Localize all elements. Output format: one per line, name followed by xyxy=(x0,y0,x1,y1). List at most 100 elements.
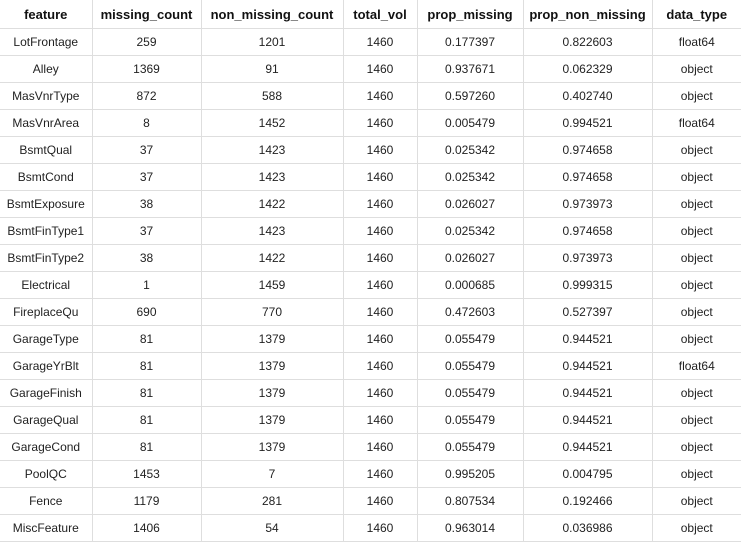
table-row: GarageQual 81 1379 1460 0.055479 0.944521 obje… xyxy=(0,406,741,434)
cell-prop-missing: 0.025342 xyxy=(416,217,524,245)
cell-prop-non-missing: 0.999315 xyxy=(522,271,653,299)
table-header: feature missing_count non_missing_count … xyxy=(0,0,741,29)
cell-total-vol: 1460 xyxy=(342,190,418,218)
cell-total-vol: 1460 xyxy=(342,460,418,488)
cell-prop-non-missing: 0.036986 xyxy=(522,514,653,542)
cell-missing-count: 259 xyxy=(91,28,202,56)
cell-prop-non-missing: 0.974658 xyxy=(522,217,653,245)
cell-missing-count: 37 xyxy=(91,217,202,245)
cell-non-missing-count: 1379 xyxy=(200,352,344,380)
table-row: BsmtCond 37 1423 1460 0.025342 0.974658 object xyxy=(0,163,741,191)
cell-prop-missing: 0.055479 xyxy=(416,379,524,407)
cell-prop-missing: 0.000685 xyxy=(416,271,524,299)
cell-non-missing-count: 1379 xyxy=(200,406,344,434)
cell-prop-non-missing: 0.994521 xyxy=(522,109,653,137)
cell-feature: BsmtExposure xyxy=(0,190,93,218)
cell-data-type: object xyxy=(651,190,741,218)
cell-prop-non-missing: 0.402740 xyxy=(522,82,653,110)
cell-non-missing-count: 1422 xyxy=(200,190,344,218)
cell-total-vol: 1460 xyxy=(342,487,418,515)
cell-total-vol: 1460 xyxy=(342,433,418,461)
cell-feature: MasVnrArea xyxy=(0,109,93,137)
table-row: GarageCond 81 1379 1460 0.055479 0.944521 obje… xyxy=(0,433,741,461)
cell-missing-count: 81 xyxy=(91,433,202,461)
cell-non-missing-count: 1379 xyxy=(200,379,344,407)
cell-data-type: object xyxy=(651,136,741,164)
cell-prop-non-missing: 0.527397 xyxy=(522,298,653,326)
column-header-missing-count: missing_count xyxy=(91,0,202,29)
cell-feature: MasVnrType xyxy=(0,82,93,110)
column-header-data-type: data_type xyxy=(651,0,741,29)
cell-total-vol: 1460 xyxy=(342,82,418,110)
cell-total-vol: 1460 xyxy=(342,109,418,137)
cell-non-missing-count: 54 xyxy=(200,514,344,542)
cell-prop-non-missing: 0.973973 xyxy=(522,190,653,218)
cell-missing-count: 37 xyxy=(91,136,202,164)
table-row: Electrical 1 1459 1460 0.000685 0.999315 objec… xyxy=(0,271,741,299)
cell-data-type: object xyxy=(651,325,741,353)
cell-prop-non-missing: 0.944521 xyxy=(522,379,653,407)
cell-data-type: float64 xyxy=(651,352,741,380)
cell-missing-count: 1369 xyxy=(91,55,202,83)
cell-prop-missing: 0.995205 xyxy=(416,460,524,488)
cell-prop-missing: 0.963014 xyxy=(416,514,524,542)
cell-feature: GarageYrBlt xyxy=(0,352,93,380)
cell-missing-count: 872 xyxy=(91,82,202,110)
cell-prop-non-missing: 0.944521 xyxy=(522,325,653,353)
cell-missing-count: 38 xyxy=(91,190,202,218)
cell-total-vol: 1460 xyxy=(342,352,418,380)
column-header-prop-non-missing: prop_non_missing xyxy=(522,0,653,29)
cell-prop-missing: 0.472603 xyxy=(416,298,524,326)
cell-prop-missing: 0.025342 xyxy=(416,136,524,164)
cell-total-vol: 1460 xyxy=(342,55,418,83)
table-row: MasVnrType 872 588 1460 0.597260 0.402740 obje… xyxy=(0,82,741,110)
cell-data-type: object xyxy=(651,217,741,245)
cell-non-missing-count: 1201 xyxy=(200,28,344,56)
cell-non-missing-count: 1379 xyxy=(200,325,344,353)
cell-data-type: object xyxy=(651,514,741,542)
cell-feature: GarageQual xyxy=(0,406,93,434)
cell-feature: Fence xyxy=(0,487,93,515)
cell-total-vol: 1460 xyxy=(342,298,418,326)
cell-feature: BsmtQual xyxy=(0,136,93,164)
cell-non-missing-count: 7 xyxy=(200,460,344,488)
cell-feature: Electrical xyxy=(0,271,93,299)
header-row: feature missing_count non_missing_count … xyxy=(0,0,741,29)
cell-non-missing-count: 91 xyxy=(200,55,344,83)
cell-data-type: object xyxy=(651,460,741,488)
table-row: BsmtFinType2 38 1422 1460 0.026027 0.973973 ob… xyxy=(0,244,741,272)
cell-missing-count: 81 xyxy=(91,406,202,434)
cell-missing-count: 690 xyxy=(91,298,202,326)
cell-non-missing-count: 588 xyxy=(200,82,344,110)
cell-prop-missing: 0.025342 xyxy=(416,163,524,191)
cell-prop-missing: 0.055479 xyxy=(416,433,524,461)
cell-total-vol: 1460 xyxy=(342,136,418,164)
cell-total-vol: 1460 xyxy=(342,379,418,407)
cell-prop-missing: 0.055479 xyxy=(416,325,524,353)
cell-missing-count: 1 xyxy=(91,271,202,299)
cell-total-vol: 1460 xyxy=(342,271,418,299)
cell-total-vol: 1460 xyxy=(342,217,418,245)
cell-feature: Alley xyxy=(0,55,93,83)
cell-prop-missing: 0.597260 xyxy=(416,82,524,110)
cell-missing-count: 37 xyxy=(91,163,202,191)
table-row: FireplaceQu 690 770 1460 0.472603 0.527397 obj… xyxy=(0,298,741,326)
column-header-prop-missing: prop_missing xyxy=(416,0,524,29)
table-row: GarageYrBlt 81 1379 1460 0.055479 0.944521 flo… xyxy=(0,352,741,380)
cell-missing-count: 81 xyxy=(91,352,202,380)
cell-non-missing-count: 281 xyxy=(200,487,344,515)
cell-missing-count: 1453 xyxy=(91,460,202,488)
cell-missing-count: 81 xyxy=(91,325,202,353)
cell-feature: GarageFinish xyxy=(0,379,93,407)
cell-data-type: object xyxy=(651,244,741,272)
cell-total-vol: 1460 xyxy=(342,514,418,542)
cell-prop-non-missing: 0.192466 xyxy=(522,487,653,515)
cell-prop-non-missing: 0.974658 xyxy=(522,163,653,191)
cell-prop-non-missing: 0.944521 xyxy=(522,352,653,380)
cell-non-missing-count: 1422 xyxy=(200,244,344,272)
cell-prop-missing: 0.177397 xyxy=(416,28,524,56)
cell-feature: LotFrontage xyxy=(0,28,93,56)
table-row: BsmtQual 37 1423 1460 0.025342 0.974658 object xyxy=(0,136,741,164)
column-header-non-missing-count: non_missing_count xyxy=(200,0,344,29)
